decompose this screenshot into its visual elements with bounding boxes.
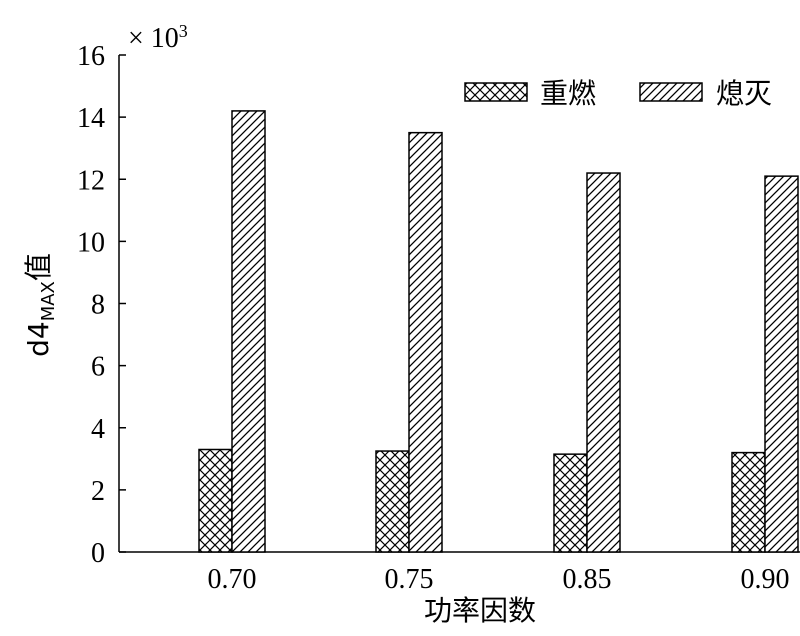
legend-label-series-1: 重燃 [540,77,596,110]
y-tick-label: 8 [91,290,105,321]
x-axis-title: 功率因数 [424,594,536,627]
y-tick-label: 2 [91,476,105,507]
bars [198,110,799,553]
y-axis-title-subscript: MAX [38,281,59,321]
bar-series-2-0.75 [408,131,443,553]
y-tick-label: 6 [91,352,105,383]
legend-label-series-2: 熄灭 [716,77,772,110]
legend: 重燃 熄灭 [464,77,772,110]
y-multiplier-exponent: 3 [179,21,188,41]
y-ticks: 0 2 4 6 8 10 12 14 16 [77,41,126,569]
bar-series-1-0.90 [731,451,766,553]
y-tick-label: 0 [91,538,105,569]
y-tick-label: 10 [77,227,105,258]
y-axis-title: d4MAX值 [22,253,59,357]
bar-series-1-0.75 [375,450,410,553]
bar-series-1-0.70 [198,448,233,553]
x-tick-label: 0.90 [741,564,790,595]
y-tick-label: 14 [77,103,105,134]
bar-series-2-0.90 [764,175,799,553]
x-ticks: 0.70 0.75 0.85 0.90 [208,545,790,595]
y-tick-label: 16 [77,41,105,72]
bar-series-2-0.70 [231,110,266,553]
y-tick-label: 12 [77,165,105,196]
bar-series-1-0.85 [553,453,588,553]
bar-series-2-0.85 [586,172,621,553]
legend-swatch-series-2 [639,82,703,102]
x-tick-label: 0.85 [563,564,612,595]
legend-swatch-series-1 [464,82,528,102]
x-tick-label: 0.70 [208,564,257,595]
x-tick-label: 0.75 [385,564,434,595]
y-tick-label: 4 [91,414,105,445]
y-multiplier: × 103 [128,21,188,54]
